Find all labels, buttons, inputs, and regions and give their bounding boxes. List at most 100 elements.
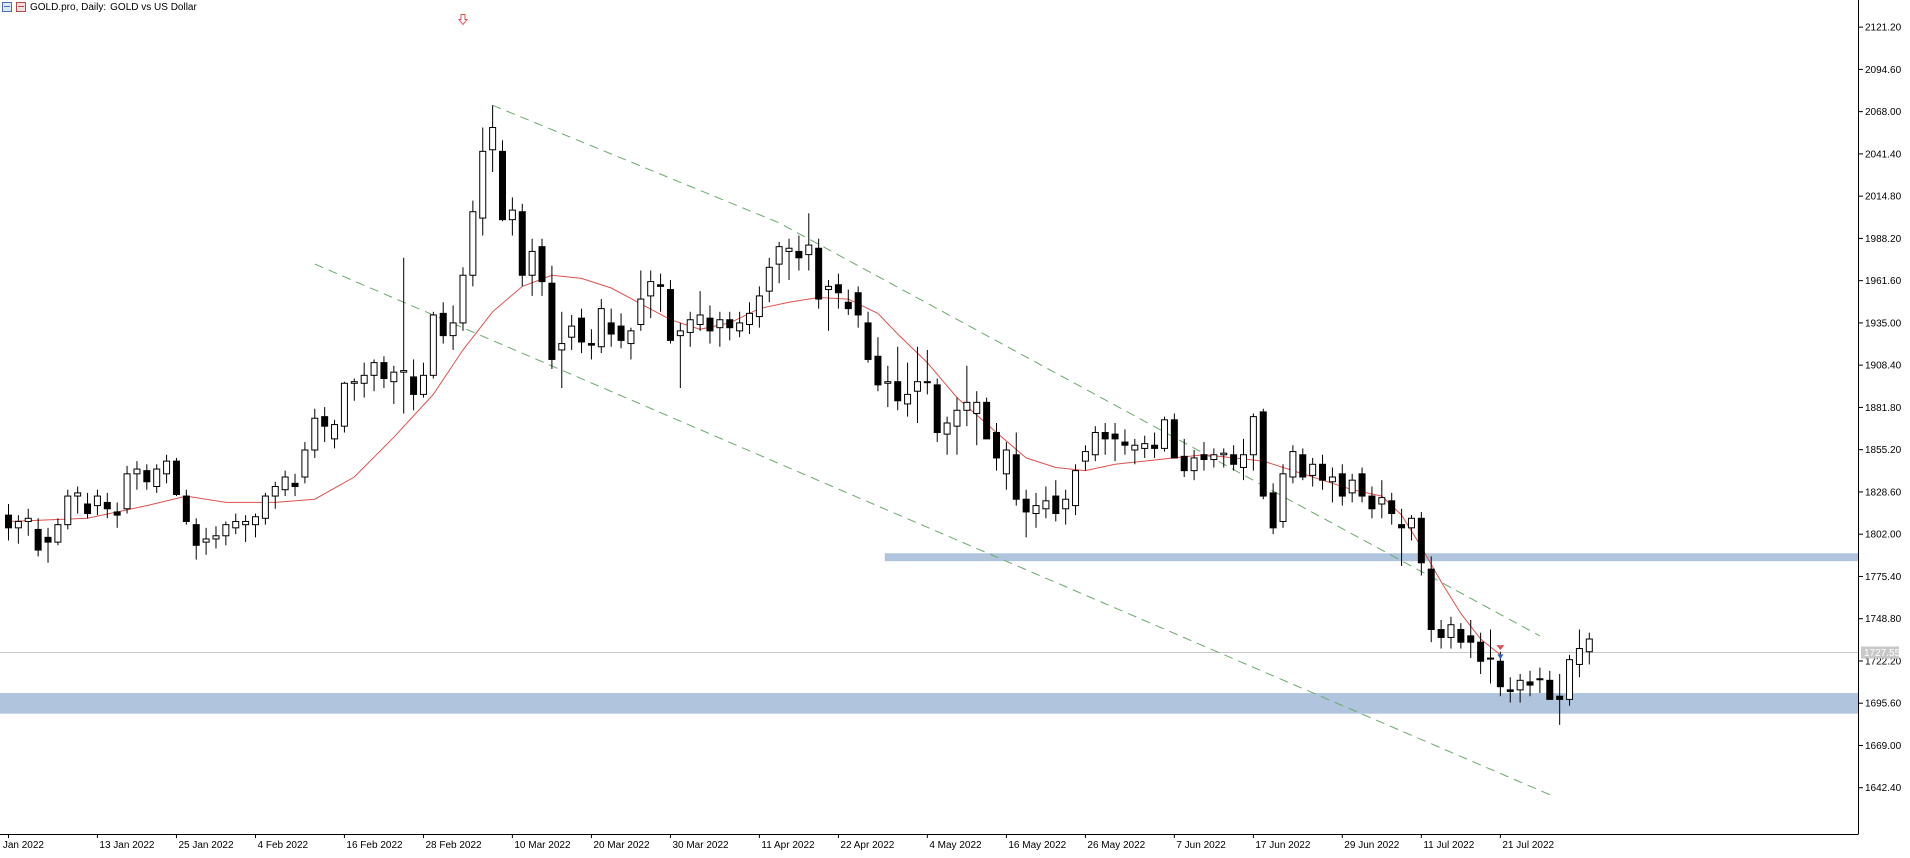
candle (360, 362, 368, 398)
candle (133, 461, 141, 490)
candle-body (963, 401, 971, 411)
candle-body (953, 409, 961, 427)
candle (1457, 623, 1465, 649)
candle (775, 241, 783, 284)
candle-body (1506, 689, 1514, 692)
candle (578, 308, 586, 354)
candle (123, 465, 131, 514)
candle-body (795, 250, 803, 259)
candle-body (449, 322, 457, 337)
candle (1338, 464, 1346, 506)
price-tick-label: 1828.60 (1865, 487, 1902, 498)
candle (499, 140, 506, 222)
time-tick-label: 11 Apr 2022 (761, 840, 815, 851)
candle (1309, 457, 1317, 487)
candle (1319, 454, 1327, 490)
candle-body (84, 503, 92, 515)
candle-body (627, 330, 635, 345)
candle-body (1427, 568, 1435, 630)
candle (1131, 438, 1139, 465)
candle (1506, 677, 1514, 703)
candle-body (607, 322, 615, 335)
candle-body (755, 295, 763, 318)
candle (429, 311, 437, 379)
candle-body (993, 432, 1000, 459)
candle (419, 362, 427, 398)
candle-body (1496, 660, 1504, 688)
candle (252, 513, 259, 538)
candle (1289, 445, 1297, 484)
candle (281, 470, 289, 497)
candle-body (1230, 454, 1238, 465)
candle (874, 337, 882, 392)
candle (528, 238, 536, 296)
candle (696, 291, 704, 331)
candle-body (459, 274, 467, 324)
candle (439, 302, 447, 344)
candle (340, 381, 348, 433)
candle (242, 515, 250, 543)
candle-body (805, 244, 813, 256)
candle-body (528, 250, 536, 276)
price-tick-label: 2014.80 (1865, 192, 1902, 203)
candle-body (597, 308, 605, 348)
candle-body (1220, 452, 1228, 456)
candle (666, 280, 674, 344)
candle (844, 289, 852, 315)
candle (1012, 432, 1020, 506)
candle-body (103, 501, 111, 510)
time-tick-label: 22 Apr 2022 (840, 840, 894, 851)
candle-body (647, 281, 655, 297)
candle-body (686, 319, 694, 333)
chart-list-icon[interactable] (2, 2, 12, 12)
candle-body (746, 312, 753, 325)
candle-body (568, 325, 576, 338)
time-tick-label: 7 Jun 2022 (1176, 840, 1226, 851)
time-tick-label: 21 Jul 2022 (1502, 840, 1554, 851)
candle (1358, 467, 1366, 503)
candle (489, 105, 497, 173)
candle (943, 416, 951, 455)
candle-body (242, 520, 250, 526)
candle (1575, 629, 1583, 678)
candle (1180, 438, 1188, 477)
lower-channel-line (314, 263, 1550, 796)
candle (1516, 673, 1524, 703)
candle (706, 305, 714, 344)
candle (1447, 616, 1455, 649)
candle (1249, 413, 1257, 471)
chart-properties-icon[interactable] (16, 2, 26, 12)
candle (74, 486, 82, 514)
candle-body (558, 343, 566, 351)
candle-body (439, 312, 447, 337)
candle-body (1556, 695, 1564, 700)
candle-body (380, 362, 388, 380)
candle (1328, 467, 1336, 503)
candle (1348, 473, 1356, 503)
time-tick-label: 16 Feb 2022 (346, 840, 403, 851)
candle-body (1210, 454, 1218, 461)
candle (1487, 629, 1494, 684)
candle-body (825, 285, 833, 291)
candle-body (696, 314, 704, 325)
candle (103, 492, 111, 519)
candle-body (666, 289, 674, 341)
candle (5, 504, 12, 541)
candle-body (222, 524, 230, 537)
zone-1 (0, 693, 1858, 714)
candle-body (1131, 444, 1139, 451)
candle (904, 362, 912, 417)
candle (1299, 448, 1307, 481)
time-tick-label: 20 Mar 2022 (593, 840, 650, 851)
candle (963, 365, 971, 427)
candle-body (1091, 432, 1099, 456)
candle-body (894, 381, 902, 402)
candle (894, 346, 902, 411)
candle (380, 356, 388, 389)
candle-body (24, 517, 32, 522)
candle-body (419, 374, 427, 395)
candle-body (1299, 454, 1307, 478)
candle (637, 270, 645, 331)
